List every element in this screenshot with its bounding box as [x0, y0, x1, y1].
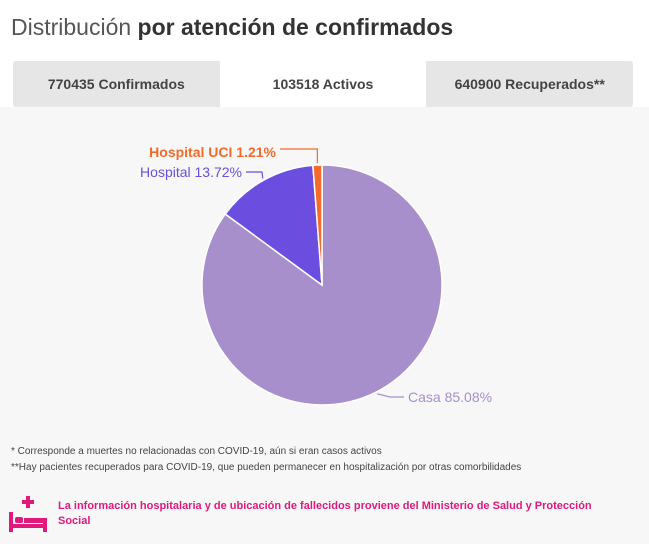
slice-casa-leader — [376, 393, 404, 398]
footnote-1: * Corresponde a muertes no relacionadas … — [11, 446, 382, 457]
source-note: La información hospitalaria y de ubicaci… — [8, 493, 598, 533]
slice-casa-label: Casa 85.08% — [408, 389, 492, 405]
slice-hospital-leader — [246, 171, 264, 179]
chart-title: Distribución por atención de confirmados — [11, 14, 453, 41]
title-light: Distribución — [11, 14, 132, 40]
pie-chart: Casa 85.08% Hospital 13.72% Hospital UCI 1… — [140, 144, 492, 406]
tab-recuperados[interactable]: 640900 Recuperados** — [426, 61, 634, 107]
hospital-bed-icon — [9, 496, 47, 532]
slice-hospital-uci[interactable] — [312, 164, 323, 286]
footnote-2: **Hay pacientes recuperados para COVID-1… — [11, 462, 522, 473]
tab-activos[interactable]: 103518 Activos — [219, 61, 427, 107]
tab-confirmados[interactable]: 770435 Confirmados — [13, 61, 220, 107]
tab-bar: 770435 Confirmados 103518 Activos 640900… — [13, 61, 634, 107]
title-bold: por atención de confirmados — [137, 14, 454, 40]
slice-hospital-uci-label: Hospital UCI 1.21% — [149, 144, 276, 160]
footnotes: * Corresponde a muertes no relacionadas … — [11, 444, 521, 476]
slice-hospital[interactable] — [224, 164, 323, 287]
slice-hospital-uci-leader — [280, 148, 318, 164]
source-text: La información hospitalaria y de ubicaci… — [58, 500, 592, 527]
slice-hospital-label: Hospital 13.72% — [140, 164, 242, 180]
